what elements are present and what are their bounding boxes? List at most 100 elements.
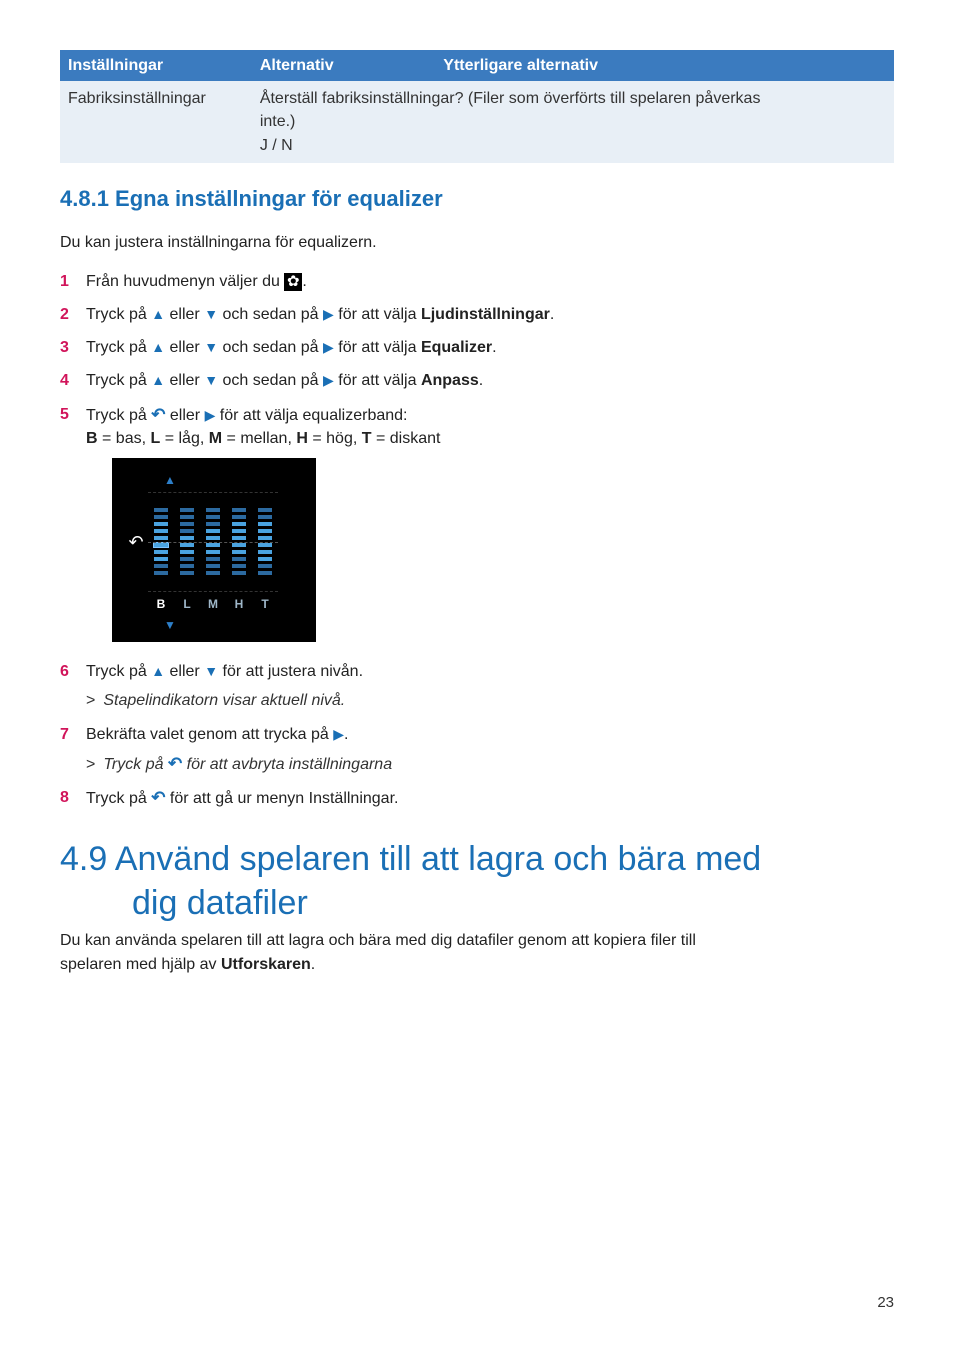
step-num: 4 <box>60 369 86 392</box>
right-icon: ▶ <box>205 407 216 423</box>
th-ytterligare: Ytterligare alternativ <box>435 50 894 81</box>
step2-body: Tryck på ▲ eller ▼ och sedan på ▶ för at… <box>86 303 894 326</box>
up-icon: ▲ <box>151 339 165 355</box>
eq-label-t: T <box>258 596 272 613</box>
intro-481: Du kan justera inställningarna för equal… <box>60 231 894 254</box>
right-icon: ▶ <box>333 726 344 742</box>
t: = hög, <box>308 430 362 447</box>
t: och sedan på <box>218 339 323 356</box>
steps-481: 1 Från huvudmenyn väljer du ✿. 2 Tryck p… <box>60 270 894 811</box>
step-num: 3 <box>60 336 86 359</box>
t: . <box>550 306 554 323</box>
step-num: 1 <box>60 270 86 293</box>
step4-body: Tryck på ▲ eller ▼ och sedan på ▶ för at… <box>86 369 894 392</box>
eq-back-icon: ↶ <box>124 529 148 555</box>
t: Tryck på <box>86 790 151 807</box>
eq-label-h: H <box>232 596 246 613</box>
t: eller <box>165 372 204 389</box>
td-alt-line2: inte.) <box>260 113 296 130</box>
eq-up-arrow: ▲ <box>124 468 304 491</box>
eq-bar-b <box>154 497 168 587</box>
step3-body: Tryck på ▲ eller ▼ och sedan på ▶ för at… <box>86 336 894 359</box>
t: Tryck på <box>86 372 151 389</box>
b: M <box>209 430 222 447</box>
right-icon: ▶ <box>323 372 334 388</box>
h49-line1: 4.9 Använd spelaren till att lagra och b… <box>60 840 761 878</box>
step-num: 6 <box>60 660 86 683</box>
right-icon: ▶ <box>323 339 334 355</box>
step6-body: Tryck på ▲ eller ▼ för att justera nivån… <box>86 660 894 712</box>
step7-sub: >Tryck på ↶ för att avbryta inställninga… <box>86 752 894 777</box>
t: = diskant <box>372 430 441 447</box>
down-icon: ▼ <box>204 306 218 322</box>
eq-bar-h <box>232 497 246 587</box>
t: för att gå ur menyn Inställningar. <box>165 790 398 807</box>
equalizer-graphic: ▲ ↶ <box>112 458 316 642</box>
b: T <box>362 430 372 447</box>
th-alternativ: Alternativ <box>252 50 435 81</box>
t: eller <box>165 663 204 680</box>
h49-line2: dig datafiler <box>60 881 308 925</box>
bold: Ljudinställningar <box>421 306 550 323</box>
t: . <box>311 956 315 973</box>
b: L <box>150 430 160 447</box>
td-fabrik: Fabriksinställningar <box>60 81 252 163</box>
step-num: 8 <box>60 786 86 809</box>
step-num: 5 <box>60 403 86 426</box>
t: . <box>479 372 483 389</box>
td-alt-line3: J / N <box>260 137 293 154</box>
t: för att välja equalizerband: <box>215 407 407 424</box>
settings-table: Inställningar Alternativ Ytterligare alt… <box>60 50 894 163</box>
td-alt-line1: Återställ fabriksinställningar? (Filer s… <box>260 90 761 107</box>
t: för att avbryta inställningarna <box>182 756 392 773</box>
eq-label-m: M <box>206 596 220 613</box>
t: för att välja <box>334 372 421 389</box>
step1-t1: Från huvudmenyn väljer du <box>86 273 284 290</box>
eq-bar-t <box>258 497 272 587</box>
step1-body: Från huvudmenyn väljer du ✿. <box>86 270 894 293</box>
back-icon: ↶ <box>151 405 165 424</box>
up-icon: ▲ <box>151 306 165 322</box>
up-icon: ▲ <box>164 473 176 487</box>
t: = mellan, <box>222 430 296 447</box>
bold: Equalizer <box>421 339 492 356</box>
t: . <box>344 726 348 743</box>
b: Utforskaren <box>221 956 311 973</box>
back-icon: ↶ <box>151 788 165 807</box>
t: Tryck på <box>86 663 151 680</box>
t: Stapelindikatorn visar aktuell nivå. <box>103 692 345 709</box>
step7-body: Bekräfta valet genom att trycka på ▶. >T… <box>86 723 894 777</box>
para-49: Du kan använda spelaren till att lagra o… <box>60 929 894 975</box>
eq-down-arrow: ▼ <box>124 613 304 636</box>
step-num: 2 <box>60 303 86 326</box>
t: = bas, <box>98 430 151 447</box>
t: och sedan på <box>218 306 323 323</box>
bold: Anpass <box>421 372 479 389</box>
eq-label-l: L <box>180 596 194 613</box>
heading-49: 4.9 Använd spelaren till att lagra och b… <box>60 837 894 925</box>
page-number: 23 <box>877 1292 894 1314</box>
t: för att välja <box>334 306 421 323</box>
t: . <box>492 339 496 356</box>
eq-bars <box>148 492 278 592</box>
down-icon: ▼ <box>164 618 176 632</box>
eq-bar-l <box>180 497 194 587</box>
b: B <box>86 430 98 447</box>
t: spelaren med hjälp av <box>60 956 221 973</box>
eq-labels: B L M H T <box>124 596 304 613</box>
step-num: 7 <box>60 723 86 746</box>
eq-label-b: B <box>154 596 168 613</box>
up-icon: ▲ <box>151 663 165 679</box>
t: och sedan på <box>218 372 323 389</box>
th-installningar: Inställningar <box>60 50 252 81</box>
td-alt: Återställ fabriksinställningar? (Filer s… <box>252 81 894 163</box>
t: eller <box>165 306 204 323</box>
t: Bekräfta valet genom att trycka på <box>86 726 333 743</box>
gear-icon: ✿ <box>284 273 302 291</box>
eq-bar-m <box>206 497 220 587</box>
t: = låg, <box>160 430 208 447</box>
t: Tryck på <box>86 306 151 323</box>
t: Tryck på <box>86 339 151 356</box>
back-icon: ↶ <box>168 754 182 773</box>
b: H <box>296 430 308 447</box>
